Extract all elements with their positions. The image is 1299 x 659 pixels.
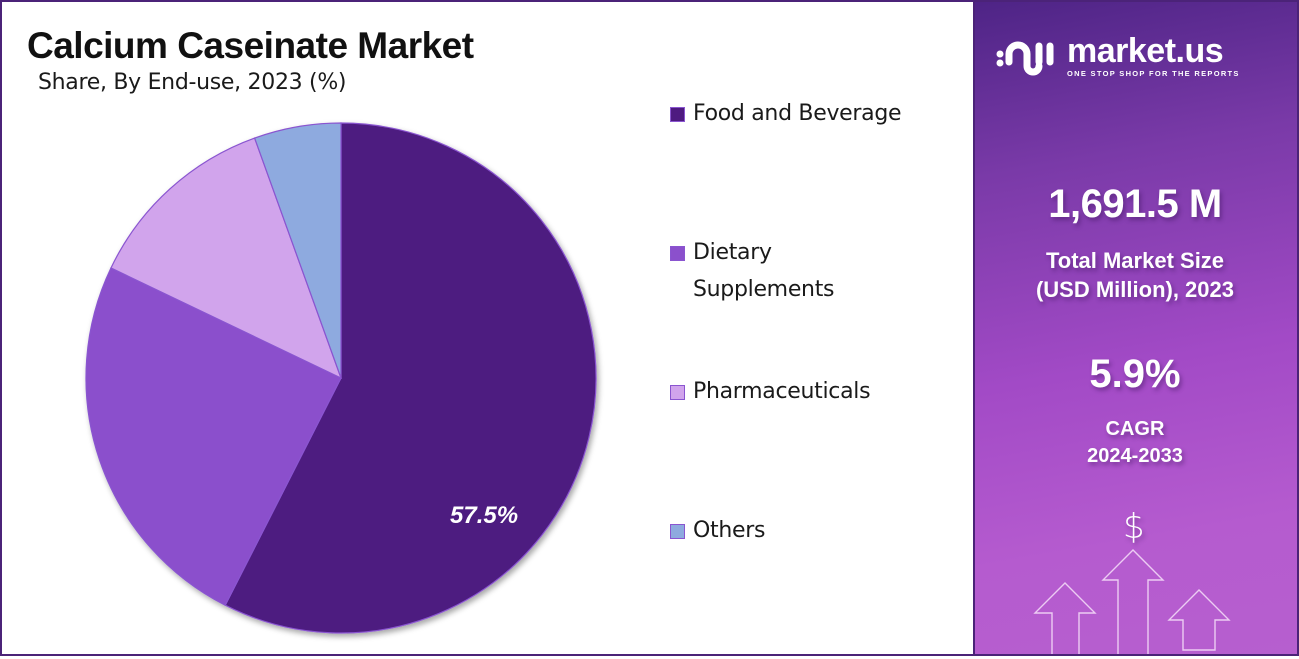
- legend-label-line2: Supplements: [693, 277, 835, 302]
- legend-label: Dietary Supplements: [693, 234, 834, 308]
- cagr-caption: CAGR 2024-2033: [975, 416, 1295, 470]
- market-size-caption-line1: Total Market Size: [1045, 248, 1225, 273]
- pie-slice-others: [253, 122, 342, 379]
- legend-label-line1: Dietary: [693, 240, 772, 265]
- legend-item-dietary-supplements: Dietary Supplements: [670, 240, 834, 308]
- legend-swatch-others: [670, 524, 685, 539]
- brand-name: market.us: [1067, 32, 1224, 70]
- legend-item-others: Others: [670, 518, 765, 549]
- dollar-icon: $: [1123, 507, 1145, 547]
- cagr-caption-line1: CAGR: [1105, 418, 1165, 440]
- chart-title: Calcium Caseinate Market: [27, 25, 474, 66]
- pie-chart-svg: [85, 122, 597, 634]
- pie-slice-dietary-supplements: [85, 267, 342, 607]
- pie-chart: 57.5%: [2, 2, 972, 654]
- legend-label: Food and Beverage: [693, 101, 902, 126]
- market-size-value: 1,691.5 M: [1048, 182, 1222, 226]
- cagr-value: 5.9%: [1089, 352, 1181, 396]
- growth-arrows-icon: [1033, 549, 1231, 654]
- pie-slice-food-and-beverage: [224, 122, 597, 634]
- legend-swatch-dietary-supplements: [670, 246, 685, 261]
- cagr-caption-line2: 2024-2033: [1087, 445, 1183, 467]
- chart-panel: Calcium Caseinate Market Share, By End-u…: [2, 2, 972, 654]
- legend-item-food-and-beverage: Food and Beverage: [670, 101, 902, 132]
- market-size-caption: Total Market Size (USD Million), 2023: [975, 246, 1295, 304]
- brand-logo: market.us ONE STOP SHOP FOR THE REPORTS: [995, 32, 1240, 80]
- market-us-logo-icon: [996, 41, 1054, 76]
- brand-tagline: ONE STOP SHOP FOR THE REPORTS: [1067, 69, 1240, 78]
- legend-swatch-food-and-beverage: [670, 107, 685, 122]
- summary-sidebar: market.us ONE STOP SHOP FOR THE REPORTS …: [973, 2, 1297, 654]
- legend-swatch-pharmaceuticals: [670, 385, 685, 400]
- chart-subtitle: Share, By End-use, 2023 (%): [38, 70, 347, 95]
- legend-item-pharmaceuticals: Pharmaceuticals: [670, 379, 871, 410]
- legend-label: Pharmaceuticals: [693, 379, 871, 404]
- legend-label: Others: [693, 518, 766, 543]
- pie-slice-pharmaceuticals: [110, 137, 343, 380]
- food-beverage-share-label: 57.5%: [450, 502, 519, 529]
- market-size-caption-line2: (USD Million), 2023: [1035, 277, 1235, 302]
